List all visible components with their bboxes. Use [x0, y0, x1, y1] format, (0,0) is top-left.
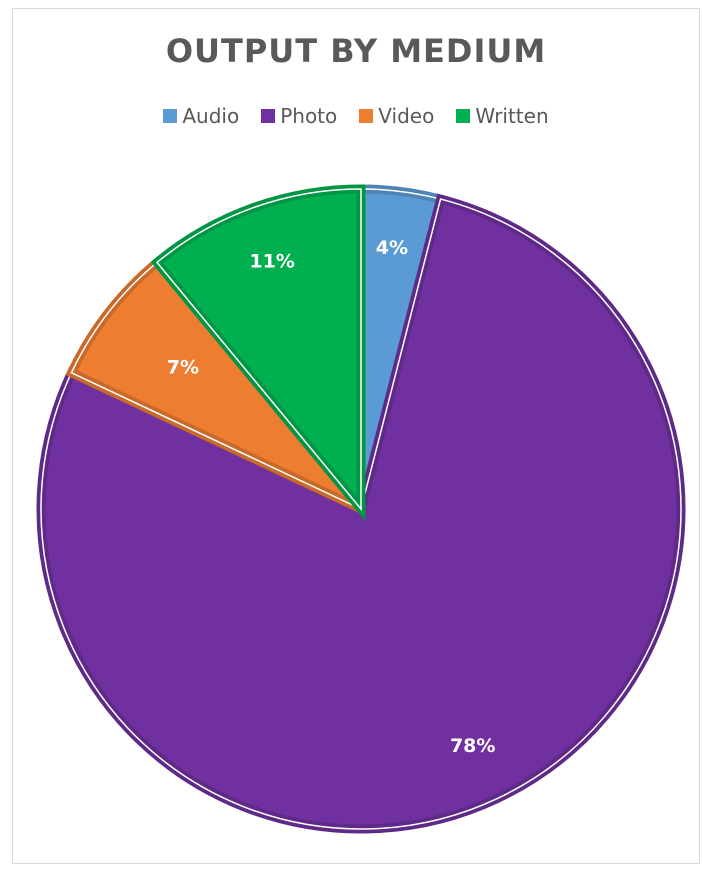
legend-item-video: Video — [359, 104, 434, 128]
legend-label-written: Written — [475, 104, 549, 128]
pie-slice-edge-video — [70, 261, 362, 510]
legend-label-audio: Audio — [182, 104, 240, 128]
legend-swatch-photo — [261, 109, 276, 123]
data-label-video: 7% — [167, 356, 199, 378]
pie-slice-edge-photo — [40, 198, 682, 830]
pie-slice-edge-written — [155, 188, 362, 512]
legend-item-photo: Photo — [261, 104, 337, 128]
legend-swatch-written — [456, 109, 471, 123]
legend-item-audio: Audio — [163, 104, 239, 128]
data-label-photo: 78% — [450, 735, 495, 757]
legend-label-video: Video — [378, 104, 435, 128]
pie-labels: 4% 78% 7% 11% — [167, 237, 496, 757]
pie-slices — [36, 184, 686, 834]
data-label-written: 11% — [249, 251, 294, 273]
data-label-audio: 4% — [376, 237, 408, 259]
chart-title: OUTPUT BY MEDIUM — [165, 32, 547, 70]
legend: Audio Photo Video Written — [12, 104, 700, 128]
legend-swatch-audio — [163, 109, 178, 123]
legend-item-written: Written — [456, 104, 549, 128]
legend-swatch-video — [359, 109, 374, 123]
legend-label-photo: Photo — [280, 104, 338, 128]
